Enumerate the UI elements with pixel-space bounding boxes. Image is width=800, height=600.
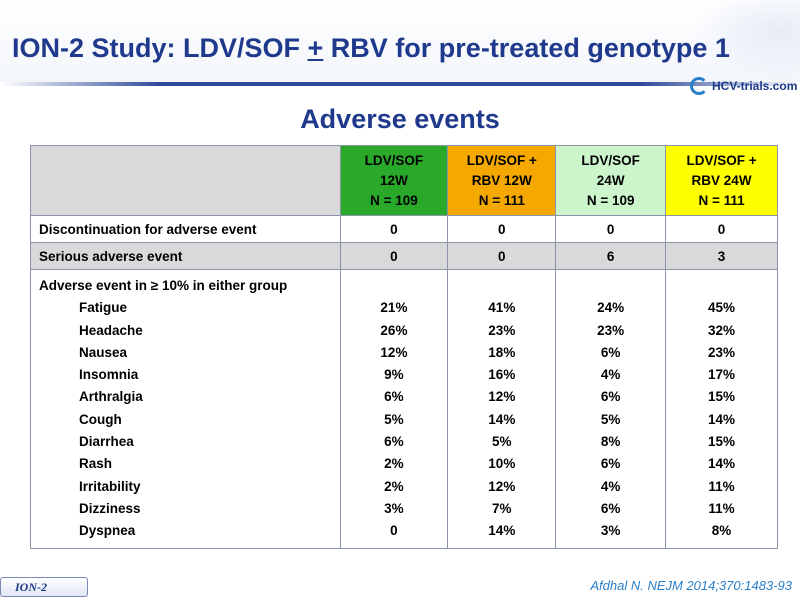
slide-title: ION-2 Study: LDV/SOF + RBV for pre-treat…	[12, 33, 730, 63]
ae-value: 4%	[600, 478, 621, 494]
corner-decoration	[690, 0, 800, 82]
ae-value: 5%	[492, 434, 512, 450]
row-label: Serious adverse event	[30, 242, 341, 270]
ae-value: 23%	[708, 344, 736, 360]
ae-value: 16%	[488, 367, 516, 383]
ae-name: Cough	[79, 411, 122, 427]
ae-value: 11%	[708, 478, 735, 494]
ae-name: Arthralgia	[79, 389, 143, 405]
ae-name: Dyspnea	[79, 523, 136, 539]
ae-value: 12%	[488, 389, 516, 405]
table-cell: 0	[665, 215, 778, 243]
logo-text: HCV-trials.com	[712, 79, 798, 93]
table-cell: 0	[339, 215, 449, 243]
table-row-discontinuation: Discontinuation for adverse event 0 0 0 …	[30, 215, 778, 243]
ae-value: 12%	[488, 478, 516, 494]
table-title: Adverse events	[300, 104, 500, 134]
ae-value: 26%	[380, 322, 408, 338]
ae-value: 11%	[708, 500, 735, 516]
ae-values-column: 45% 32% 23% 17% 15% 14% 15% 14% 11% 11% 8%	[665, 269, 778, 549]
table-cell: 3	[665, 242, 778, 270]
ae-value: 18%	[488, 344, 516, 360]
ae-value: 3%	[600, 523, 621, 539]
ae-value: 7%	[492, 500, 512, 516]
ae-name: Headache	[79, 322, 143, 338]
ae-value: 10%	[488, 456, 516, 472]
table-header-row: LDV/SOF 12W N = 109 LDV/SOF + RBV 12W N …	[30, 145, 778, 216]
ae-value: 14%	[708, 411, 736, 427]
table-row-serious-ae: Serious adverse event 0 0 6 3	[30, 242, 778, 270]
ae-value: 4%	[600, 367, 621, 383]
ae-value: 8%	[711, 523, 732, 539]
header-ldv-sof-12w: LDV/SOF 12W N = 109	[339, 145, 449, 216]
ae-value: 14%	[708, 456, 736, 472]
ae-value: 5%	[600, 411, 621, 427]
table-cell: 6	[555, 242, 667, 270]
row-label: Discontinuation for adverse event	[30, 215, 341, 243]
ae-value: 12%	[380, 344, 408, 360]
table-cell: 0	[447, 215, 557, 243]
ae-value: 3%	[384, 500, 404, 516]
ae-value: 6%	[600, 389, 621, 405]
table-cell: 0	[339, 242, 449, 270]
ae-value: 9%	[384, 367, 404, 383]
ae-value: 6%	[600, 344, 621, 360]
reference-citation: Afdhal N. NEJM 2014;370:1483-93	[590, 578, 792, 593]
ae-value: 2%	[384, 456, 404, 472]
ae-value: 6%	[600, 500, 621, 516]
ae-name: Irritability	[79, 478, 141, 494]
site-logo: HCV-trials.com	[690, 74, 797, 98]
ae-value: 6%	[384, 389, 404, 405]
adverse-events-table: LDV/SOF 12W N = 109 LDV/SOF + RBV 12W N …	[30, 145, 778, 549]
title-band	[0, 0, 800, 82]
ae-value: 41%	[488, 300, 516, 316]
ae-name: Rash	[79, 456, 113, 472]
table-cell: 0	[447, 242, 557, 270]
ae-name: Insomnia	[79, 367, 139, 383]
ae-value: 45%	[708, 300, 736, 316]
title-divider	[0, 82, 800, 86]
ae-value: 14%	[488, 523, 516, 539]
ae-name: Nausea	[79, 344, 128, 360]
ae-value: 21%	[380, 300, 408, 316]
logo-mark-icon	[690, 77, 708, 95]
ae-value: 14%	[488, 411, 516, 427]
ae-name: Dizziness	[79, 500, 141, 516]
ae-values-column: 41% 23% 18% 16% 12% 14% 5% 10% 12% 7% 14%	[447, 269, 557, 549]
ae-name: Diarrhea	[79, 434, 134, 450]
ae-label-column: Adverse event in ≥ 10% in either group F…	[30, 269, 341, 549]
ae-value: 5%	[384, 411, 404, 427]
ae-value: 15%	[708, 434, 736, 450]
ae-value: 2%	[384, 478, 404, 494]
footer-study-label: ION-2	[0, 577, 88, 597]
ae-value: 17%	[708, 367, 736, 383]
ae-values-column: 24% 23% 6% 4% 6% 5% 8% 6% 4% 6% 3%	[555, 269, 667, 549]
ae-value: 0	[390, 523, 398, 539]
ae-value: 15%	[708, 389, 736, 405]
ae-values-column: 21% 26% 12% 9% 6% 5% 6% 2% 2% 3% 0	[339, 269, 449, 549]
ae-group-label: Adverse event in ≥ 10% in either group	[39, 278, 288, 293]
ae-value: 6%	[384, 434, 404, 450]
ae-value: 32%	[708, 322, 736, 338]
header-ldv-sof-rbv-24w: LDV/SOF + RBV 24W N = 111	[665, 145, 778, 216]
ae-name: Fatigue	[79, 300, 128, 316]
ae-value: 23%	[488, 322, 516, 338]
ae-value: 6%	[600, 456, 621, 472]
ae-value: 8%	[600, 434, 621, 450]
header-ldv-sof-24w: LDV/SOF 24W N = 109	[555, 145, 667, 216]
table-row-ae-list: Adverse event in ≥ 10% in either group F…	[30, 269, 778, 549]
table-cell: 0	[555, 215, 667, 243]
header-corner-cell	[30, 145, 341, 216]
ae-value: 24%	[597, 300, 625, 316]
header-ldv-sof-rbv-12w: LDV/SOF + RBV 12W N = 111	[447, 145, 557, 216]
ae-value: 23%	[597, 322, 625, 338]
